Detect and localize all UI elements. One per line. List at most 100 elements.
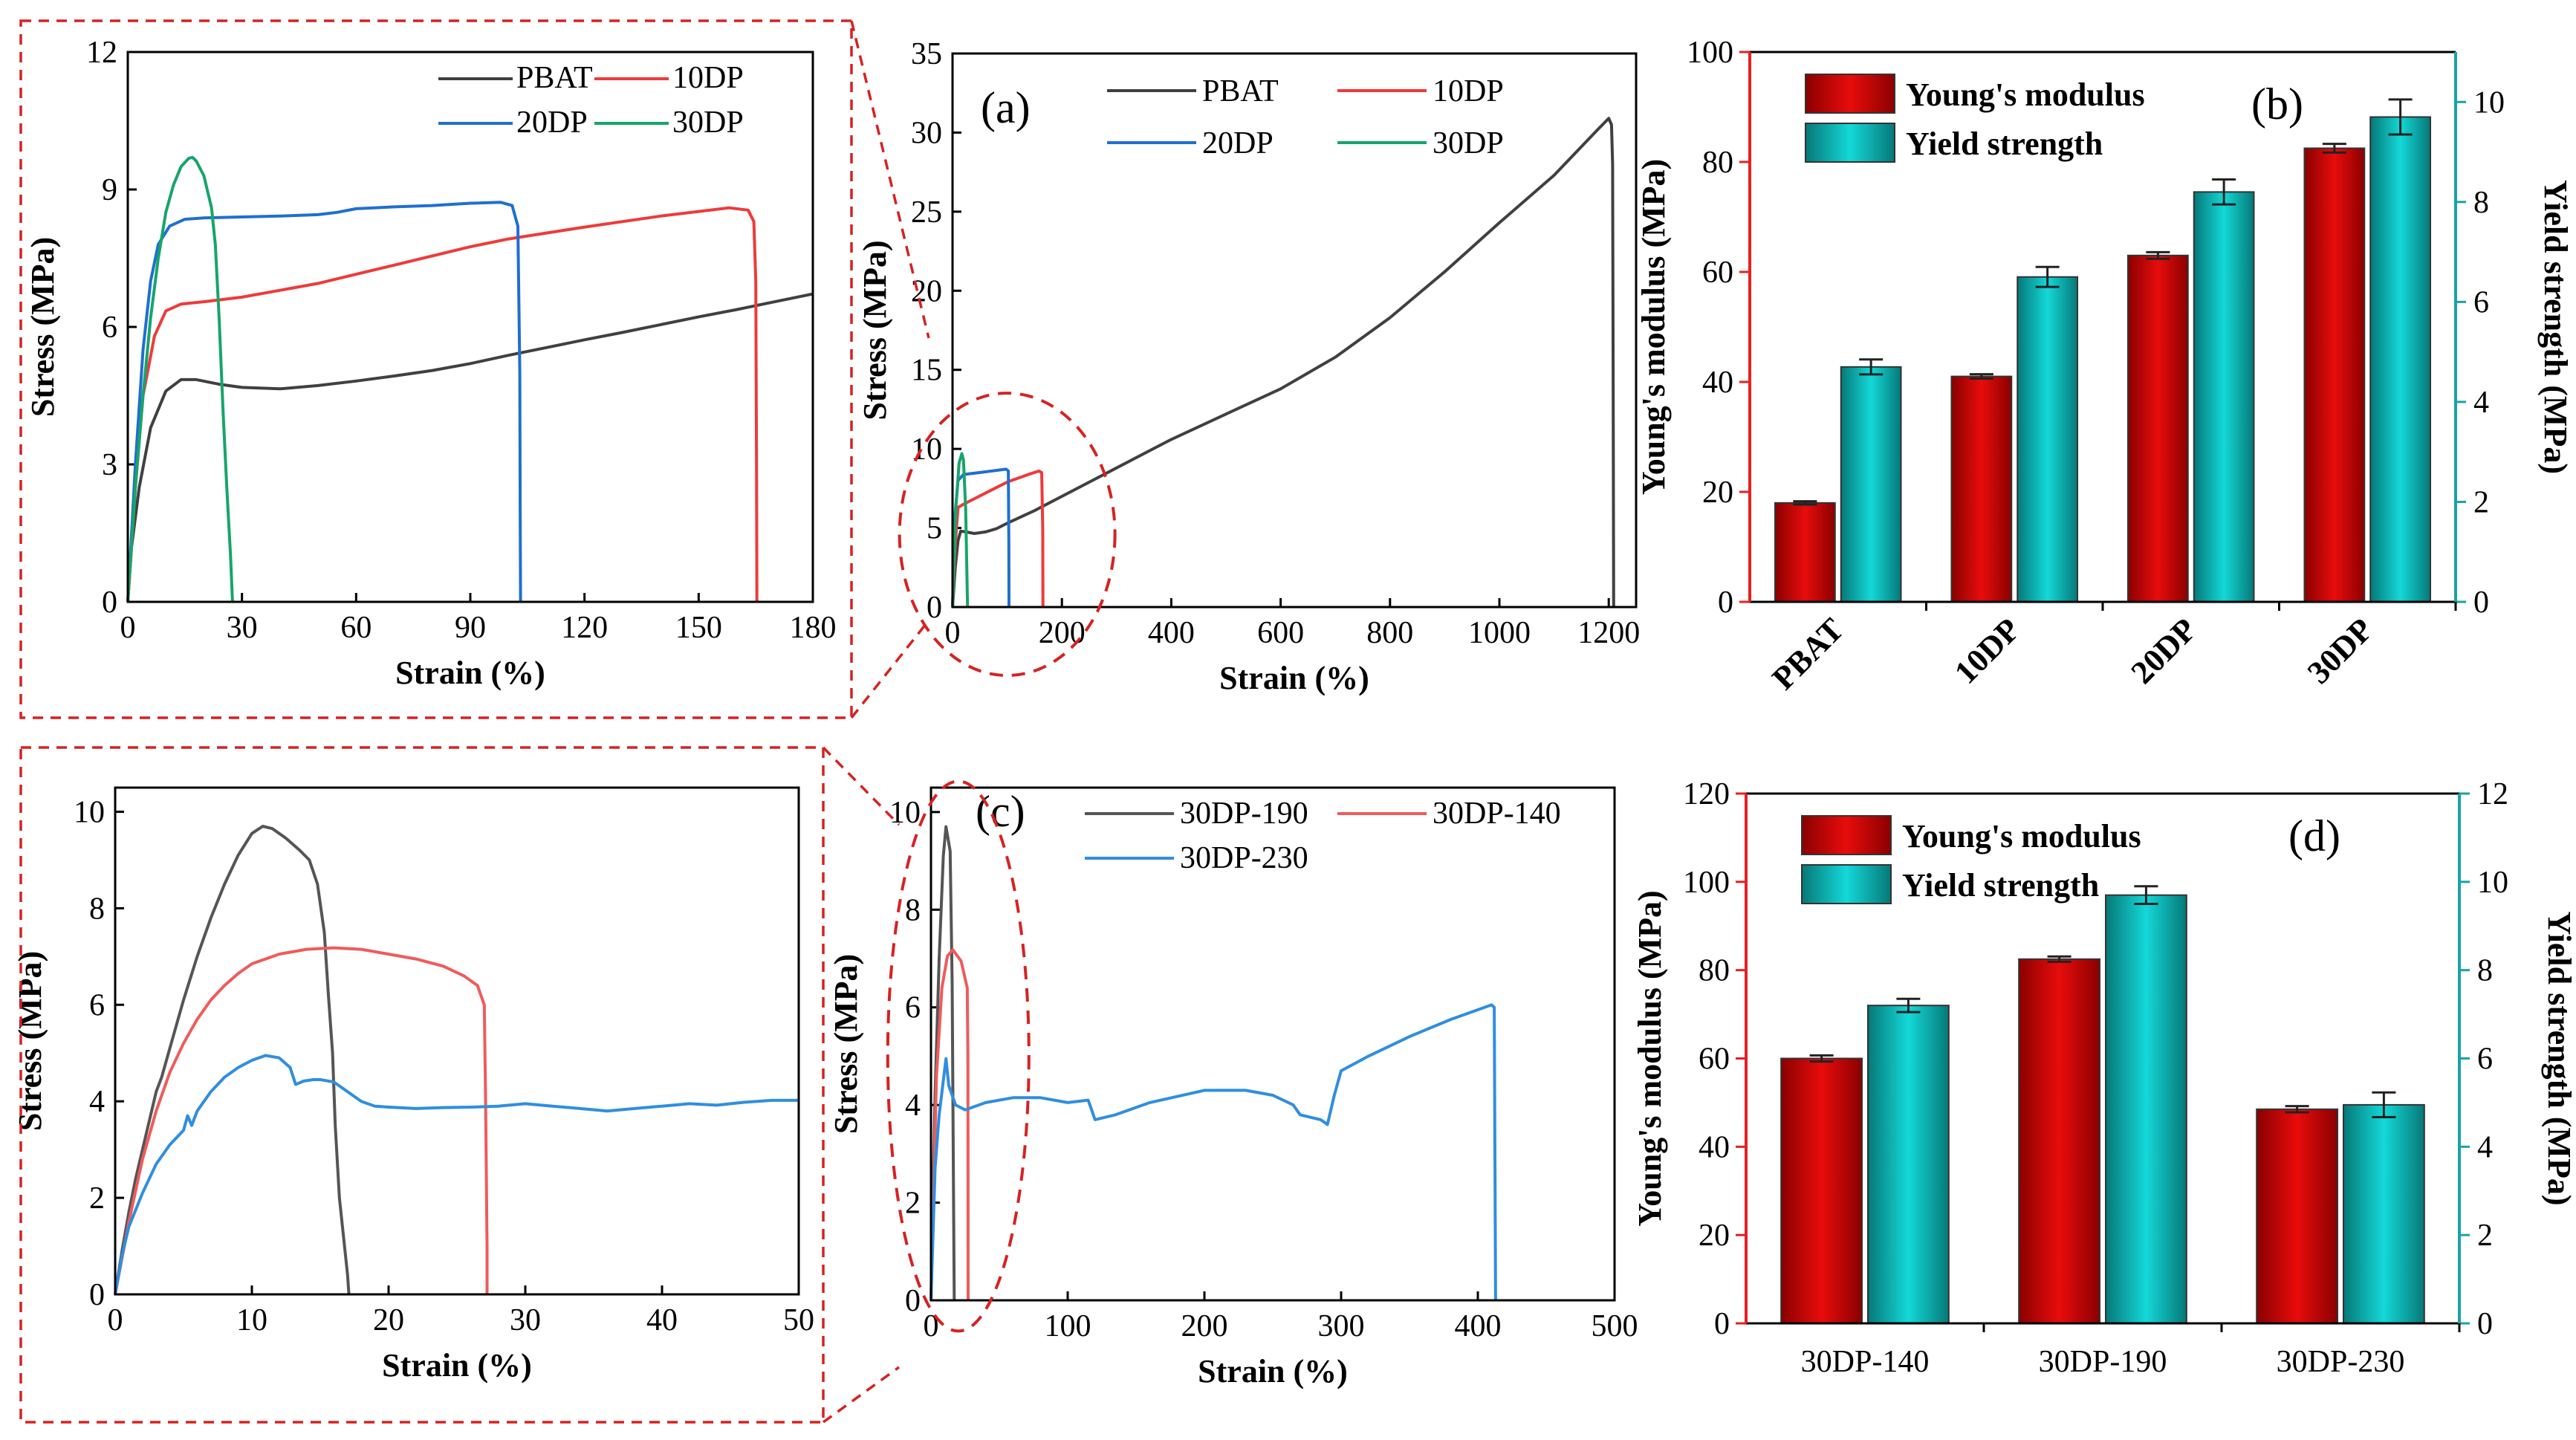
y-axis-label: Stress (MPa) bbox=[857, 240, 893, 420]
legend-label-modulus: Young's modulus bbox=[1902, 818, 2141, 854]
bar-yieldstrength bbox=[2105, 894, 2187, 1324]
y-tick-label: 60 bbox=[1699, 1042, 1730, 1077]
y-right-axis-label: Yield strength (MPa) bbox=[2537, 180, 2574, 474]
x-tick-label: 1000 bbox=[1468, 616, 1531, 650]
y-tick-label: 30 bbox=[911, 116, 942, 150]
chart-c-inset: 0 10 20 30 40 50 0 2 4 6 8 10 Strain (%) Stress (MPa) bbox=[12, 786, 814, 1384]
y-tick-label: 20 bbox=[911, 274, 942, 308]
panel-label-d: (d) bbox=[2288, 811, 2340, 860]
x-tick-label: 60 bbox=[340, 611, 372, 645]
y-tick-label: 120 bbox=[1683, 777, 1730, 811]
x-tick-label: 200 bbox=[1039, 616, 1086, 650]
y-tick-label: 10 bbox=[911, 432, 942, 467]
y-axis-label: Stress (MPa) bbox=[828, 954, 864, 1134]
y-right-tick-label: 8 bbox=[2477, 954, 2493, 988]
x-tick-label: 10 bbox=[236, 1303, 267, 1337]
legend-label-30DP-140: 30DP-140 bbox=[1433, 797, 1561, 831]
legend-label-10DP: 10DP bbox=[1433, 74, 1504, 108]
x-tick-label: 1200 bbox=[1577, 616, 1640, 650]
bar-yieldstrength bbox=[1867, 1005, 1950, 1324]
y-right-tick-label: 4 bbox=[2477, 1130, 2493, 1164]
y-right-tick-label: 2 bbox=[2477, 1219, 2493, 1253]
series-line-20DP bbox=[951, 467, 1010, 608]
axes-frame bbox=[114, 786, 800, 1296]
x-tick-label: 0 bbox=[924, 1309, 939, 1343]
series-line-30DP bbox=[951, 452, 970, 608]
x-tick-label: 600 bbox=[1257, 616, 1304, 650]
bar-youngsmodulus bbox=[1774, 502, 1836, 603]
bar-yieldstrength bbox=[2193, 191, 2255, 603]
zoom-connector-c-top bbox=[822, 746, 901, 826]
y-tick-label: 15 bbox=[911, 354, 942, 388]
y-tick-label: 20 bbox=[1702, 476, 1733, 510]
y-tick-label: 9 bbox=[102, 173, 117, 207]
x-axis-label: Strain (%) bbox=[395, 655, 545, 691]
legend-swatch-yield bbox=[1801, 864, 1892, 904]
y-tick-label: 40 bbox=[1702, 366, 1733, 400]
x-tick-label: 800 bbox=[1366, 616, 1413, 650]
panel-label-b: (b) bbox=[2251, 80, 2303, 129]
x-tick-label: 30DP-190 bbox=[2039, 1345, 2167, 1379]
y-tick-label: 4 bbox=[89, 1085, 105, 1119]
y-tick-label: 80 bbox=[1702, 146, 1733, 180]
bar-youngsmodulus bbox=[2127, 254, 2189, 603]
y-tick-label: 6 bbox=[89, 988, 105, 1022]
zoom-connector-c-bottom bbox=[822, 1366, 901, 1424]
y-right-tick-label: 0 bbox=[2473, 586, 2489, 620]
y-right-axis-label: Yield strength (MPa) bbox=[2541, 912, 2576, 1206]
series-line-20DP bbox=[126, 201, 522, 603]
y-tick-label: 0 bbox=[1714, 1307, 1730, 1341]
series-line-PBAT bbox=[126, 292, 814, 603]
legend-label-yield: Yield strength bbox=[1906, 126, 2103, 162]
x-tick-label: 10DP bbox=[1947, 611, 2027, 690]
legend-label-10DP: 10DP bbox=[672, 61, 744, 95]
legend-label-30DP-190: 30DP-190 bbox=[1180, 797, 1308, 831]
legend-label-20DP: 20DP bbox=[1202, 126, 1274, 160]
x-tick-label: 30 bbox=[227, 611, 258, 645]
y-tick-label: 10 bbox=[889, 796, 921, 830]
y-axis-label: Stress (MPa) bbox=[25, 237, 61, 417]
legend-label-30DP: 30DP bbox=[672, 106, 744, 140]
bar-yieldstrength bbox=[2369, 116, 2431, 603]
x-tick-label: 100 bbox=[1045, 1309, 1091, 1343]
x-axis-label: Strain (%) bbox=[1198, 1353, 1348, 1389]
y-tick-label: 2 bbox=[89, 1181, 105, 1216]
x-tick-label: 0 bbox=[108, 1303, 123, 1337]
series-line-30DP-190 bbox=[114, 825, 351, 1295]
x-tick-label: 40 bbox=[646, 1303, 678, 1337]
series-line-10DP bbox=[126, 206, 759, 603]
legend-label-PBAT: PBAT bbox=[1202, 74, 1279, 108]
zoom-connector-a-top bbox=[850, 20, 930, 339]
y-tick-label: 12 bbox=[86, 36, 117, 70]
bar-yieldstrength bbox=[2017, 276, 2078, 603]
y-tick-label: 10 bbox=[74, 795, 105, 829]
x-tick-label: 50 bbox=[783, 1303, 814, 1337]
y-tick-label: 100 bbox=[1683, 866, 1730, 900]
y-right-tick-label: 2 bbox=[2473, 485, 2489, 519]
x-tick-label: 20DP bbox=[2124, 611, 2204, 690]
y-tick-label: 40 bbox=[1699, 1130, 1730, 1164]
chart-a: 0 200 400 600 800 1000 1200 0 5 10 15 20 25 30 35 Strai… bbox=[857, 37, 1640, 696]
x-tick-label: 500 bbox=[1592, 1309, 1638, 1343]
y-right-tick-label: 12 bbox=[2477, 777, 2508, 811]
chart-b: 0 20 40 60 80 100 0 2 4 6 8 10 PBAT 10DP 20DP 30DP Young… bbox=[1635, 36, 2574, 697]
zoom-ellipse bbox=[886, 779, 1031, 1333]
legend-swatch-yield bbox=[1805, 123, 1895, 163]
bar-youngsmodulus bbox=[2256, 1108, 2338, 1325]
x-tick-label: 120 bbox=[561, 611, 608, 645]
x-tick-label: 30 bbox=[510, 1303, 541, 1337]
bar-youngsmodulus bbox=[1950, 375, 2013, 603]
y-right-tick-label: 4 bbox=[2473, 386, 2489, 420]
y-right-tick-label: 6 bbox=[2477, 1042, 2493, 1077]
panel-label-a: (a) bbox=[981, 83, 1031, 132]
axes-frame bbox=[951, 52, 1638, 609]
y-tick-label: 0 bbox=[1718, 586, 1733, 620]
legend-label-modulus: Young's modulus bbox=[1906, 77, 2145, 113]
y-tick-label: 25 bbox=[911, 195, 942, 230]
series-line-30DP-230 bbox=[929, 1003, 1497, 1301]
y-tick-label: 8 bbox=[89, 892, 105, 926]
y-tick-label: 2 bbox=[905, 1187, 921, 1221]
legend-label-PBAT: PBAT bbox=[516, 61, 593, 95]
zoom-connector-a-bottom bbox=[850, 619, 930, 719]
